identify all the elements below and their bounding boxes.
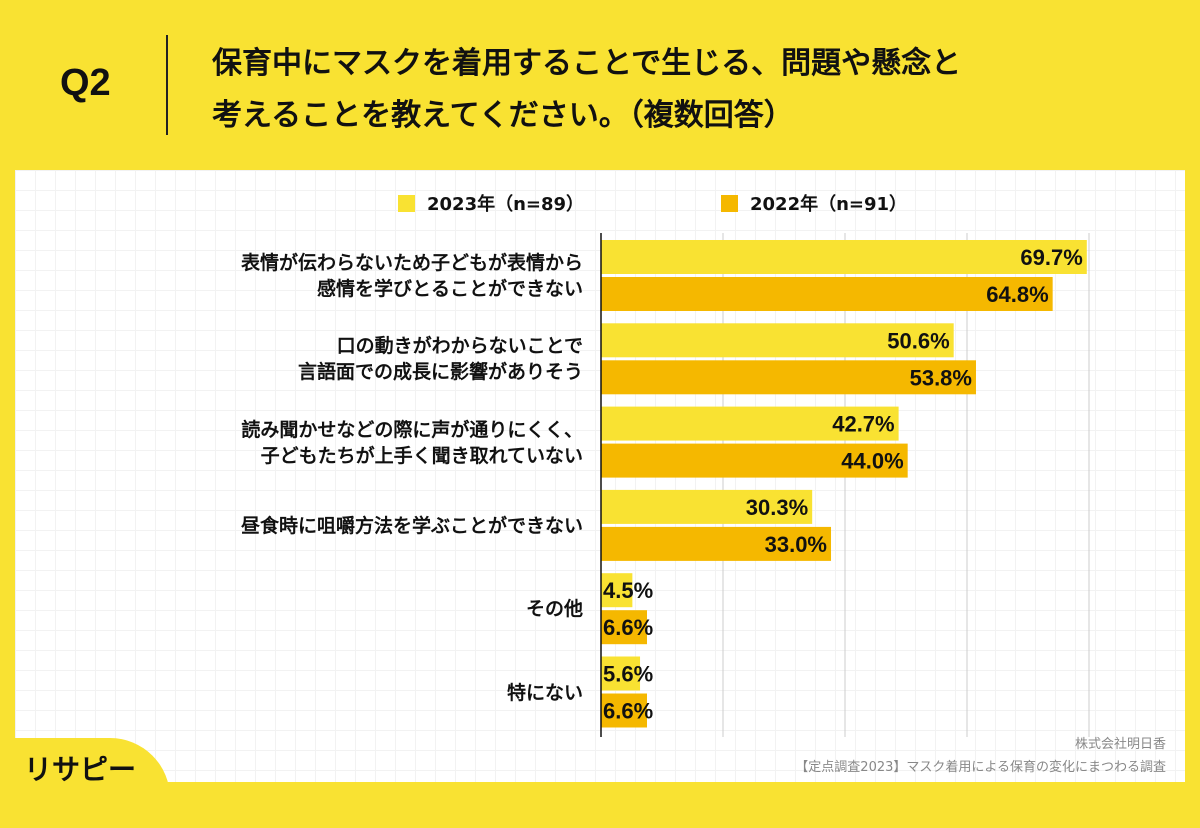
category-label-line: その他 xyxy=(525,598,583,621)
title-line-1: 保育中にマスクを着用することで生じる、問題や懸念と xyxy=(212,46,962,81)
category-label-line: 特にない xyxy=(506,681,583,704)
legend-swatch xyxy=(721,194,738,212)
bar xyxy=(601,693,648,728)
data-label: 50.6% xyxy=(887,328,949,353)
divider xyxy=(166,35,168,135)
source-note: 【定点調査2023】マスク着用による保育の変化にまつわる調査 xyxy=(795,760,1166,775)
data-label: 4.5% xyxy=(603,578,653,603)
legend-label: 2023年（n=89） xyxy=(427,194,585,215)
bar xyxy=(601,526,832,561)
category-label: 読み聞かせなどの際に声が通りにくく、子どもたちが上手く聞き取れていない xyxy=(241,417,583,469)
bar xyxy=(601,489,813,524)
bar xyxy=(601,406,899,441)
logo: リサピー xyxy=(24,753,137,786)
data-label: 5.6% xyxy=(603,662,653,687)
bar xyxy=(601,277,1053,311)
bar xyxy=(601,360,976,395)
category-label-line: 感情を学びとることができない xyxy=(316,278,583,300)
legend-item-2023: 2023年（n=89） xyxy=(398,190,584,216)
data-label: 53.8% xyxy=(910,365,972,390)
chart-panel xyxy=(15,170,1185,782)
category-label-line: 表情が伝わらないため子どもが表情から xyxy=(240,252,583,274)
category-label-line: 昼食時に咀嚼方法を学ぶことができない xyxy=(240,514,583,537)
title-line-2: 考えることを教えてください。（複数回答） xyxy=(212,98,794,133)
bar-chart: 69.7% 64.8% 50.6% 53.8% 42.7% 44.0% 30.3% 33.0%… xyxy=(600,233,1090,737)
bar xyxy=(601,323,954,358)
page-title: 保育中にマスクを着用することで生じる、問題や懸念と 考えることを教えてください。… xyxy=(212,38,1172,142)
category-label: 特にない xyxy=(507,680,583,706)
data-label: 42.7% xyxy=(832,412,894,437)
category-label-line: 読み聞かせなどの際に声が通りにくく、 xyxy=(241,418,583,441)
bar xyxy=(601,656,641,691)
legend-label: 2022年（n=91） xyxy=(750,194,908,215)
data-label: 69.7% xyxy=(1020,245,1082,270)
data-label: 64.8% xyxy=(986,282,1048,307)
category-label: 口の動きがわからないことで言語面での成長に影響がありそう xyxy=(298,333,583,385)
company-name: 株式会社明日香 xyxy=(1074,737,1166,752)
category-label: 表情が伝わらないため子どもが表情から感情を学びとることができない xyxy=(241,250,583,302)
category-label-line: 言語面での成長に影響がありそう xyxy=(297,361,583,384)
bar xyxy=(601,610,648,645)
data-label: 6.6% xyxy=(603,615,653,640)
bar xyxy=(601,240,1087,274)
data-label: 33.0% xyxy=(765,532,827,557)
category-label-line: 口の動きがわからないことで xyxy=(336,335,583,358)
data-label: 6.6% xyxy=(603,699,653,724)
category-label: 昼食時に咀嚼方法を学ぶことができない xyxy=(241,513,583,539)
bar xyxy=(601,443,908,478)
data-label: 30.3% xyxy=(746,495,808,520)
legend-item-2022: 2022年（n=91） xyxy=(721,190,907,216)
data-label: 44.0% xyxy=(841,449,903,474)
category-label-line: 子どもたちが上手く聞き取れていない xyxy=(260,444,583,467)
category-label: その他 xyxy=(526,596,583,622)
legend-swatch xyxy=(398,194,415,212)
bar xyxy=(601,573,633,608)
question-number: Q2 xyxy=(60,62,111,104)
